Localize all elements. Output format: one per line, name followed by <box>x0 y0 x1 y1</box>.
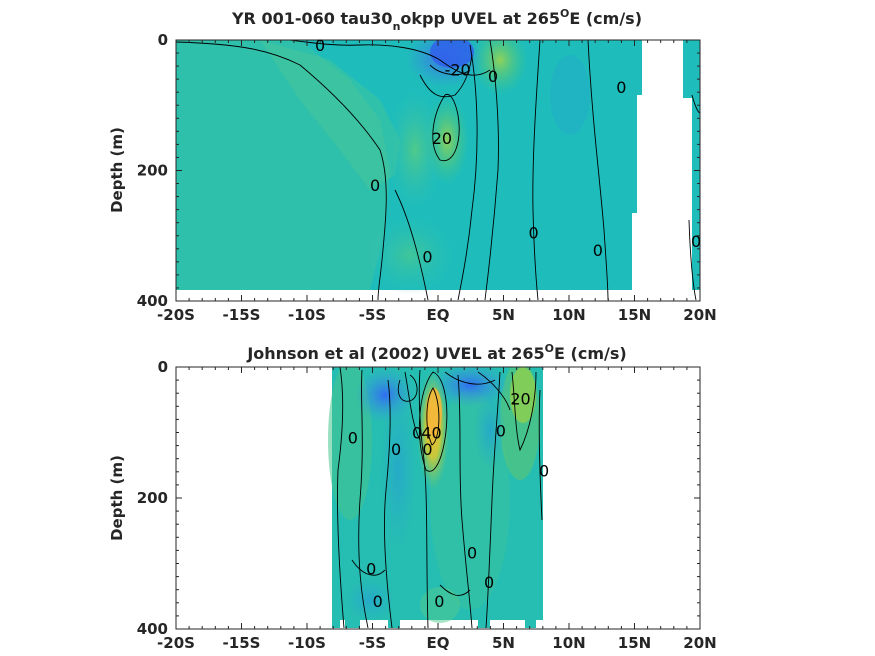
panel-2: Johnson et al (2002) UVEL at 265OE (cm/s… <box>108 342 717 652</box>
x-tick-label: -20S <box>157 306 195 324</box>
x-tick-label: 5N <box>492 306 515 324</box>
contour-label: 0 <box>391 440 401 459</box>
x-tick-label: -5S <box>359 634 386 652</box>
x-tick-label: EQ <box>427 306 450 324</box>
x-tick-label: -10S <box>288 634 326 652</box>
contour-label: 0 <box>366 560 376 579</box>
contour-label: 0 <box>422 248 432 267</box>
contour-label: 0 <box>422 440 432 459</box>
contour-label: 40 <box>421 424 441 443</box>
chart-2-title: Johnson et al (2002) UVEL at 265OE (cm/s… <box>246 342 626 363</box>
contour-label: 20 <box>510 389 530 408</box>
contour-label: 0 <box>434 592 444 611</box>
x-tick-label: 10N <box>552 306 585 324</box>
contour-label: 0 <box>496 422 506 441</box>
chart-1-contour-labels: 0 -20 0 0 20 0 0 0 0 0 <box>315 36 701 266</box>
y-tick-label: 0 <box>158 358 168 376</box>
x-tick-label: 20N <box>683 306 716 324</box>
x-tick-label: 5N <box>492 634 515 652</box>
contour-label: 20 <box>432 129 452 148</box>
contour-label: 0 <box>484 573 494 592</box>
x-tick-label: 10N <box>552 634 585 652</box>
x-tick-label: -20S <box>157 634 195 652</box>
x-tick-label: -10S <box>288 306 326 324</box>
panel-1: YR 001-060 tau30nokpp UVEL at 265OE (cm/… <box>108 7 717 324</box>
contour-label: -20 <box>445 60 471 79</box>
chart-2-y-axis-label: Depth (m) <box>108 455 126 541</box>
x-tick-label: -5S <box>359 306 386 324</box>
x-tick-label: -15S <box>223 306 261 324</box>
contour-label: 0 <box>539 461 549 480</box>
x-tick-label: 20N <box>683 634 716 652</box>
chart-1-field <box>176 40 700 301</box>
contour-label: 0 <box>616 78 626 97</box>
contour-label: 0 <box>370 176 380 195</box>
x-tick-label: 15N <box>618 634 651 652</box>
chart-1-title: YR 001-060 tau30nokpp UVEL at 265OE (cm/… <box>231 7 642 33</box>
y-tick-label: 200 <box>137 489 168 507</box>
contour-label: 0 <box>593 241 603 260</box>
contour-label: 0 <box>529 223 539 242</box>
x-tick-label: 15N <box>618 306 651 324</box>
x-tick-label: -15S <box>223 634 261 652</box>
contour-label: 0 <box>691 232 701 251</box>
y-tick-label: 200 <box>137 162 168 180</box>
contour-label: 0 <box>348 429 358 448</box>
chart-2-field <box>328 367 543 629</box>
contour-label: 0 <box>315 36 325 55</box>
contour-label: 0 <box>467 543 477 562</box>
x-tick-label: EQ <box>427 634 450 652</box>
contour-label: 0 <box>373 592 383 611</box>
y-tick-label: 400 <box>137 620 168 638</box>
chart-1-y-axis-label: Depth (m) <box>108 127 126 213</box>
contour-label: 0 <box>412 424 422 443</box>
contour-label: 0 <box>488 67 498 86</box>
y-tick-label: 400 <box>137 292 168 310</box>
y-tick-label: 0 <box>158 31 168 49</box>
